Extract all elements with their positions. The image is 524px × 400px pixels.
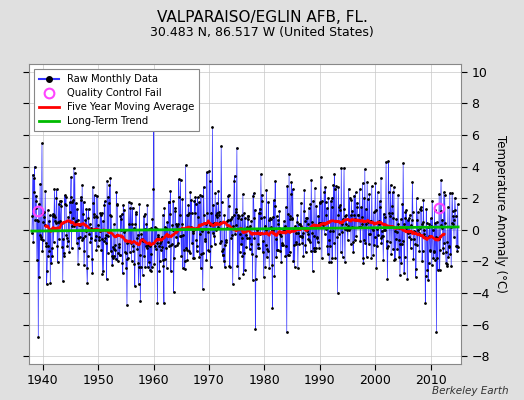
Text: VALPARAISO/EGLIN AFB, FL.: VALPARAISO/EGLIN AFB, FL. xyxy=(157,10,367,25)
Y-axis label: Temperature Anomaly (°C): Temperature Anomaly (°C) xyxy=(494,135,507,293)
Legend: Raw Monthly Data, Quality Control Fail, Five Year Moving Average, Long-Term Tren: Raw Monthly Data, Quality Control Fail, … xyxy=(34,69,199,131)
Text: 30.483 N, 86.517 W (United States): 30.483 N, 86.517 W (United States) xyxy=(150,26,374,39)
Text: Berkeley Earth: Berkeley Earth xyxy=(432,386,508,396)
